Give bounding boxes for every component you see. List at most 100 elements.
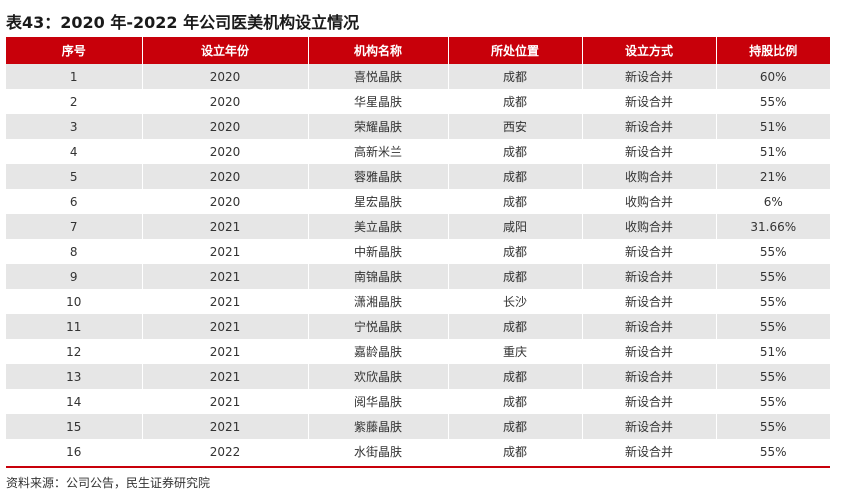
cell-index: 1 [6,64,143,89]
table-row: 4 2020 高新米兰 成都 新设合并 51% [6,139,830,164]
cell-name: 南锦晶肤 [308,264,449,289]
cell-name: 星宏晶肤 [308,189,449,214]
cell-name: 潇湘晶肤 [308,289,449,314]
cell-location: 成都 [448,189,583,214]
cell-index: 2 [6,89,143,114]
cell-index: 5 [6,164,143,189]
cell-share: 60% [716,64,830,89]
table-row: 2 2020 华星晶肤 成都 新设合并 55% [6,89,830,114]
cell-year: 2021 [142,289,309,314]
cell-name: 欢欣晶肤 [308,364,449,389]
table-row: 14 2021 阅华晶肤 成都 新设合并 55% [6,389,830,414]
table-row: 5 2020 蓉雅晶肤 成都 收购合并 21% [6,164,830,189]
table-row: 3 2020 荣耀晶肤 西安 新设合并 51% [6,114,830,139]
table-container: 序号 设立年份 机构名称 所处位置 设立方式 持股比例 1 2020 喜悦晶肤 成都新… [6,37,830,464]
cell-share: 55% [716,414,830,439]
header-cell-index: 序号 [6,37,143,64]
cell-location: 西安 [448,114,583,139]
cell-share: 51% [716,114,830,139]
table-row: 6 2020 星宏晶肤 成都 收购合并 6% [6,189,830,214]
cell-year: 2021 [142,364,309,389]
cell-method: 新设合并 [582,414,717,439]
cell-name: 中新晶肤 [308,239,449,264]
cell-method: 新设合并 [582,339,717,364]
table-row: 8 2021 中新晶肤 成都 新设合并 55% [6,239,830,264]
table-row: 10 2021 潇湘晶肤 长沙 新设合并 55% [6,289,830,314]
cell-method: 收购合并 [582,214,717,239]
cell-index: 8 [6,239,143,264]
cell-location: 咸阳 [448,214,583,239]
bottom-rule [6,466,830,468]
cell-share: 55% [716,364,830,389]
cell-year: 2020 [142,189,309,214]
cell-share: 55% [716,314,830,339]
cell-location: 成都 [448,164,583,189]
cell-index: 6 [6,189,143,214]
cell-method: 新设合并 [582,64,717,89]
cell-year: 2021 [142,414,309,439]
cell-method: 新设合并 [582,389,717,414]
cell-year: 2020 [142,114,309,139]
cell-share: 51% [716,339,830,364]
table-row: 13 2021 欢欣晶肤 成都 新设合并 55% [6,364,830,389]
cell-share: 55% [716,239,830,264]
cell-share: 55% [716,89,830,114]
cell-location: 长沙 [448,289,583,314]
cell-name: 高新米兰 [308,139,449,164]
cell-year: 2021 [142,389,309,414]
header-cell-name: 机构名称 [308,37,449,64]
cell-location: 成都 [448,389,583,414]
cell-name: 紫藤晶肤 [308,414,449,439]
cell-location: 成都 [448,64,583,89]
cell-name: 蓉雅晶肤 [308,164,449,189]
cell-year: 2021 [142,264,309,289]
cell-index: 3 [6,114,143,139]
cell-year: 2020 [142,139,309,164]
cell-year: 2021 [142,239,309,264]
cell-share: 31.66% [716,214,830,239]
cell-method: 收购合并 [582,164,717,189]
cell-method: 新设合并 [582,264,717,289]
table-row: 7 2021 美立晶肤 咸阳 收购合并 31.66% [6,214,830,239]
source-note: 资料来源：公司公告，民生证券研究院 [6,476,211,490]
cell-location: 成都 [448,439,583,464]
cell-year: 2022 [142,439,309,464]
cell-index: 4 [6,139,143,164]
cell-share: 55% [716,389,830,414]
cell-index: 16 [6,439,143,464]
cell-share: 55% [716,439,830,464]
header-cell-method: 设立方式 [582,37,717,64]
cell-year: 2020 [142,89,309,114]
cell-index: 14 [6,389,143,414]
cell-method: 新设合并 [582,364,717,389]
cell-name: 荣耀晶肤 [308,114,449,139]
cell-name: 美立晶肤 [308,214,449,239]
cell-method: 新设合并 [582,139,717,164]
cell-year: 2020 [142,164,309,189]
cell-share: 21% [716,164,830,189]
table-row: 12 2021 嘉龄晶肤 重庆 新设合并 51% [6,339,830,364]
cell-location: 成都 [448,139,583,164]
cell-method: 新设合并 [582,439,717,464]
cell-index: 12 [6,339,143,364]
cell-share: 55% [716,289,830,314]
cell-name: 喜悦晶肤 [308,64,449,89]
table-row: 1 2020 喜悦晶肤 成都 新设合并 60% [6,64,830,89]
table-header: 序号 设立年份 机构名称 所处位置 设立方式 持股比例 [6,37,830,64]
cell-year: 2020 [142,64,309,89]
cell-method: 新设合并 [582,314,717,339]
cell-index: 13 [6,364,143,389]
cell-location: 成都 [448,264,583,289]
header-row: 序号 设立年份 机构名称 所处位置 设立方式 持股比例 [6,37,830,64]
cell-share: 6% [716,189,830,214]
table-row: 15 2021 紫藤晶肤 成都 新设合并 55% [6,414,830,439]
cell-method: 新设合并 [582,239,717,264]
cell-name: 华星晶肤 [308,89,449,114]
cell-method: 新设合并 [582,289,717,314]
cell-index: 15 [6,414,143,439]
header-cell-share: 持股比例 [716,37,830,64]
table-row: 9 2021 南锦晶肤 成都 新设合并 55% [6,264,830,289]
cell-year: 2021 [142,214,309,239]
cell-location: 成都 [448,314,583,339]
table-row: 11 2021 宁悦晶肤 成都 新设合并 55% [6,314,830,339]
